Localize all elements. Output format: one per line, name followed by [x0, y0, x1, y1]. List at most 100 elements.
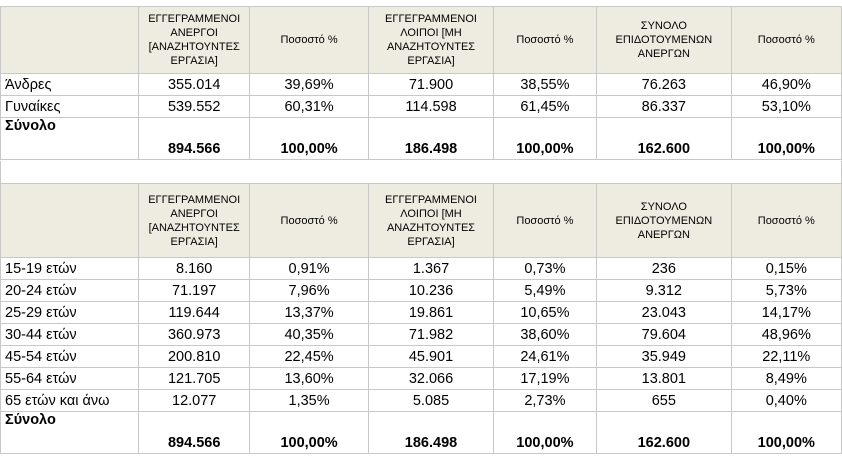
- cell: 35.949: [596, 345, 732, 368]
- cell: 22,45%: [248, 345, 370, 368]
- cell: 5,73%: [730, 279, 842, 302]
- cell: 38,55%: [492, 73, 598, 96]
- cell: 12.077: [138, 389, 250, 412]
- cell: 100,00%: [730, 117, 842, 160]
- cell: 13.801: [596, 367, 732, 390]
- cell: 8,49%: [730, 367, 842, 390]
- header-percent: Ποσοστό %: [248, 183, 370, 258]
- cell: 40,35%: [248, 323, 370, 346]
- cell: 539.552: [138, 95, 250, 118]
- cell: 24,61%: [492, 345, 598, 368]
- row-label: 30-44 ετών: [0, 323, 140, 346]
- cell: 76.263: [596, 73, 732, 96]
- row-label: 20-24 ετών: [0, 279, 140, 302]
- row-label: 15-19 ετών: [0, 257, 140, 280]
- cell: 121.705: [138, 367, 250, 390]
- header-registered-seeking: ΕΓΓΕΓΡΑΜΜΕΝΟΙ ΑΝΕΡΓΟΙ [ΑΝΑΖΗΤΟΥΝΤΕΣ ΕΡΓΑ…: [138, 183, 250, 258]
- header-subsidized-unemployed: ΣΥΝΟΛΟ ΕΠΙΔΟΤΟΥΜΕΝΩΝ ΑΝΕΡΓΩΝ: [596, 6, 732, 74]
- cell: 5.085: [368, 389, 494, 412]
- cell: 2,73%: [492, 389, 598, 412]
- data-row: 55-64 ετών 121.705 13,60% 32.066 17,19% 13.80…: [0, 367, 842, 390]
- header-blank-cell: [0, 6, 140, 74]
- data-row: 20-24 ετών 71.197 7,96% 10.236 5,49% 9.312 5,7…: [0, 279, 842, 302]
- cell: 32.066: [368, 367, 494, 390]
- cell: 8.160: [138, 257, 250, 280]
- cell: 23.043: [596, 301, 732, 324]
- row-label: Σύνολο: [0, 117, 140, 160]
- cell: 186.498: [368, 117, 494, 160]
- cell: 200.810: [138, 345, 250, 368]
- cell: 45.901: [368, 345, 494, 368]
- cell: 14,17%: [730, 301, 842, 324]
- row-label: 25-29 ετών: [0, 301, 140, 324]
- cell: 355.014: [138, 73, 250, 96]
- header-subsidized-unemployed: ΣΥΝΟΛΟ ΕΠΙΔΟΤΟΥΜΕΝΩΝ ΑΝΕΡΓΩΝ: [596, 183, 732, 258]
- cell: 22,11%: [730, 345, 842, 368]
- cell: 17,19%: [492, 367, 598, 390]
- cell: 100,00%: [730, 411, 842, 454]
- cell: 9.312: [596, 279, 732, 302]
- cell: 46,90%: [730, 73, 842, 96]
- header-registered-not-seeking: ΕΓΓΕΓΡΑΜΜΕΝΟΙ ΛΟΙΠΟΙ [ΜΗ ΑΝΑΖΗΤΟΥΝΤΕΣ ΕΡ…: [368, 6, 494, 74]
- header-row: ΕΓΓΕΓΡΑΜΜΕΝΟΙ ΑΝΕΡΓΟΙ [ΑΝΑΖΗΤΟΥΝΤΕΣ ΕΡΓΑ…: [0, 183, 842, 258]
- cell: 114.598: [368, 95, 494, 118]
- cell: 894.566: [138, 117, 250, 160]
- header-percent: Ποσοστό %: [730, 6, 842, 74]
- cell: 100,00%: [248, 117, 370, 160]
- cell: 86.337: [596, 95, 732, 118]
- cell: 60,31%: [248, 95, 370, 118]
- row-label: Άνδρες: [0, 73, 140, 96]
- total-row: Σύνολο 894.566 100,00% 186.498 100,00% 1…: [0, 117, 842, 160]
- cell: 38,60%: [492, 323, 598, 346]
- cell: 100,00%: [492, 117, 598, 160]
- header-registered-seeking: ΕΓΓΕΓΡΑΜΜΕΝΟΙ ΑΝΕΡΓΟΙ [ΑΝΑΖΗΤΟΥΝΤΕΣ ΕΡΓΑ…: [138, 6, 250, 74]
- data-row: 65 ετών και άνω 12.077 1,35% 5.085 2,73% 655 0…: [0, 389, 842, 412]
- data-row: 45-54 ετών 200.810 22,45% 45.901 24,61% 35.94…: [0, 345, 842, 368]
- cell: 162.600: [596, 117, 732, 160]
- data-row: 30-44 ετών 360.973 40,35% 71.982 38,60% 79.60…: [0, 323, 842, 346]
- header-registered-not-seeking: ΕΓΓΕΓΡΑΜΜΕΝΟΙ ΛΟΙΠΟΙ [ΜΗ ΑΝΑΖΗΤΟΥΝΤΕΣ ΕΡ…: [368, 183, 494, 258]
- header-blank-cell: [0, 183, 140, 258]
- row-label: 55-64 ετών: [0, 367, 140, 390]
- cell: 186.498: [368, 411, 494, 454]
- cell: 71.982: [368, 323, 494, 346]
- cell: 5,49%: [492, 279, 598, 302]
- cell: 71.900: [368, 73, 494, 96]
- data-row: 15-19 ετών 8.160 0,91% 1.367 0,73% 236 0,15%: [0, 257, 842, 280]
- age-table: ΕΓΓΕΓΡΑΜΜΕΝΟΙ ΑΝΕΡΓΟΙ [ΑΝΑΖΗΤΟΥΝΤΕΣ ΕΡΓΑ…: [0, 183, 842, 454]
- cell: 48,96%: [730, 323, 842, 346]
- cell: 894.566: [138, 411, 250, 454]
- cell: 13,37%: [248, 301, 370, 324]
- cell: 19.861: [368, 301, 494, 324]
- cell: 1.367: [368, 257, 494, 280]
- cell: 0,91%: [248, 257, 370, 280]
- gender-table: ΕΓΓΕΓΡΑΜΜΕΝΟΙ ΑΝΕΡΓΟΙ [ΑΝΑΖΗΤΟΥΝΤΕΣ ΕΡΓΑ…: [0, 6, 842, 160]
- cell: 71.197: [138, 279, 250, 302]
- header-percent: Ποσοστό %: [492, 6, 598, 74]
- cell: 100,00%: [248, 411, 370, 454]
- header-row: ΕΓΓΕΓΡΑΜΜΕΝΟΙ ΑΝΕΡΓΟΙ [ΑΝΑΖΗΤΟΥΝΤΕΣ ΕΡΓΑ…: [0, 6, 842, 74]
- row-label: Σύνολο: [0, 411, 140, 454]
- cell: 61,45%: [492, 95, 598, 118]
- table-spacer: [0, 161, 842, 183]
- cell: 0,73%: [492, 257, 598, 280]
- cell: 39,69%: [248, 73, 370, 96]
- cell: 236: [596, 257, 732, 280]
- cell: 119.644: [138, 301, 250, 324]
- total-row: Σύνολο 894.566 100,00% 186.498 100,00% 1…: [0, 411, 842, 454]
- cell: 655: [596, 389, 732, 412]
- row-label: 65 ετών και άνω: [0, 389, 140, 412]
- data-row: 25-29 ετών 119.644 13,37% 19.861 10,65% 23.04…: [0, 301, 842, 324]
- cell: 360.973: [138, 323, 250, 346]
- header-percent: Ποσοστό %: [492, 183, 598, 258]
- cell: 7,96%: [248, 279, 370, 302]
- data-row: Γυναίκες 539.552 60,31% 114.598 61,45% 86.337…: [0, 95, 842, 118]
- cell: 53,10%: [730, 95, 842, 118]
- row-label: Γυναίκες: [0, 95, 140, 118]
- cell: 0,40%: [730, 389, 842, 412]
- header-percent: Ποσοστό %: [248, 6, 370, 74]
- header-percent: Ποσοστό %: [730, 183, 842, 258]
- cell: 13,60%: [248, 367, 370, 390]
- cell: 10.236: [368, 279, 494, 302]
- cell: 10,65%: [492, 301, 598, 324]
